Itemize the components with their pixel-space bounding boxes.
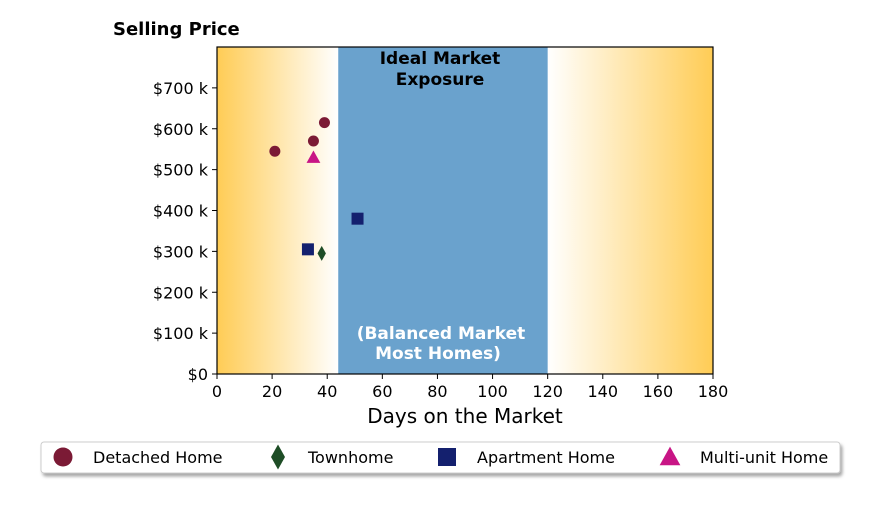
legend-label-apartment-home: Apartment Home: [477, 448, 615, 467]
y-tick-label: $100 k: [153, 324, 209, 343]
point-apartment-home: [351, 212, 364, 225]
annotation-top: Ideal Market Exposure: [380, 49, 501, 90]
legend: Detached Home Townhome Apartment Home Multi…: [40, 441, 841, 474]
y-tick-label: $700 k: [153, 79, 209, 98]
plot-background: [217, 47, 713, 374]
x-tick-label: 180: [698, 382, 729, 401]
legend-label-detached-home: Detached Home: [93, 448, 223, 467]
x-tick-label: 0: [212, 382, 222, 401]
legend-label-multi-unit-home: Multi-unit Home: [700, 448, 828, 467]
legend-item-townhome: Townhome: [271, 444, 393, 470]
y-tick-label: $200 k: [153, 283, 209, 302]
x-axis-title: Days on the Market: [367, 404, 563, 428]
legend-item-detached-home: Detached Home: [53, 447, 223, 467]
x-tick-label: 140: [588, 382, 619, 401]
legend-marker-apartment-home: [438, 448, 456, 466]
x-tick-label: 20: [262, 382, 282, 401]
x-tick-label: 100: [477, 382, 508, 401]
x-tick-label: 60: [372, 382, 392, 401]
legend-marker-detached-home: [53, 447, 73, 467]
legend-item-multi-unit-home: Multi-unit Home: [659, 446, 828, 467]
x-axis: 0 20 40 60 80 100 120 140 160 180: [212, 374, 728, 401]
x-tick-label: 40: [317, 382, 337, 401]
gradient-left: [217, 47, 339, 374]
point-detached-home: [318, 117, 330, 129]
annotation-top-line-1: Ideal Market: [380, 49, 501, 69]
annotation-bottom-line-2: Most Homes): [375, 344, 501, 364]
y-tick-label: $600 k: [153, 120, 209, 139]
point-townhome: [317, 245, 326, 261]
gradient-right: [547, 47, 713, 374]
y-tick-label: $400 k: [153, 202, 209, 221]
y-tick-label: $0: [188, 365, 208, 384]
x-tick-label: 80: [427, 382, 447, 401]
annotation-bottom-line-1: (Balanced Market: [357, 324, 526, 344]
y-axis: $0 $100 k $200 k $300 k $400 k $500 k $600 k $7…: [153, 79, 217, 384]
y-axis-title: Selling Price: [113, 19, 240, 40]
point-apartment-home: [301, 243, 314, 256]
legend-label-townhome: Townhome: [307, 448, 393, 467]
legend-marker-townhome: [271, 444, 285, 470]
y-tick-label: $300 k: [153, 242, 209, 261]
ideal-exposure-region: [338, 47, 548, 374]
x-tick-label: 160: [643, 382, 674, 401]
y-tick-label: $500 k: [153, 161, 209, 180]
annotation-bottom: (Balanced Market Most Homes): [357, 324, 526, 364]
annotation-top-line-2: Exposure: [396, 70, 485, 90]
data-points: [269, 117, 364, 261]
legend-item-apartment-home: Apartment Home: [438, 448, 615, 467]
point-multi-unit-home: [306, 150, 321, 163]
x-tick-label: 120: [532, 382, 563, 401]
point-detached-home: [307, 135, 319, 147]
legend-marker-multi-unit-home: [659, 446, 681, 466]
point-detached-home: [269, 145, 281, 157]
